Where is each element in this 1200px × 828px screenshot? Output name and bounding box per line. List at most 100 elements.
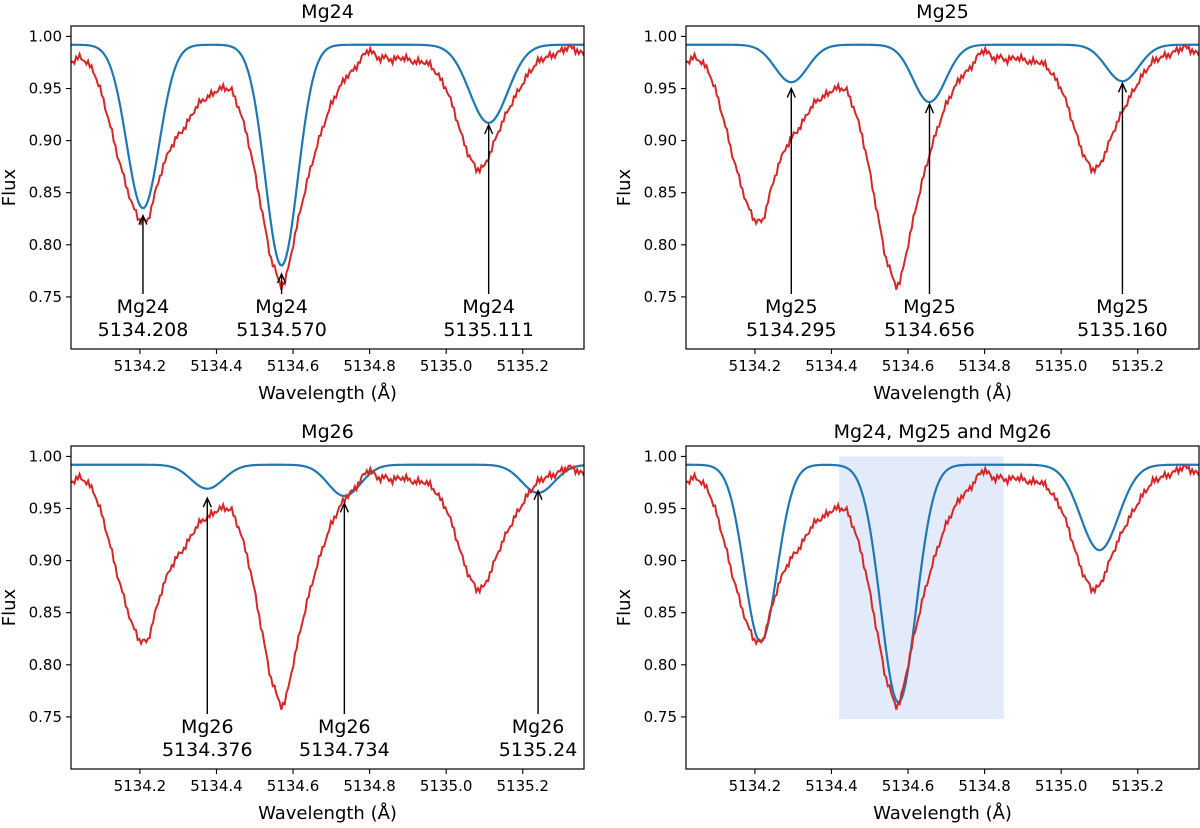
x-tick-label: 5134.4 xyxy=(805,777,858,795)
x-tick-label: 5135.2 xyxy=(1111,357,1164,375)
annotation-wavelength-label: 5135.160 xyxy=(1077,319,1168,341)
x-tick-label: 5134.6 xyxy=(267,357,320,375)
y-tick-label: 0.85 xyxy=(644,184,677,202)
annotation-isotope-label: Mg24 xyxy=(255,296,308,318)
model-spectrum-line xyxy=(71,463,584,498)
y-axis-label: Flux xyxy=(614,168,635,206)
annotation-isotope-label: Mg25 xyxy=(1096,296,1149,318)
x-axis-label: Wavelength (Å) xyxy=(258,802,397,824)
y-tick-label: 1.00 xyxy=(644,447,677,465)
x-tick-label: 5134.8 xyxy=(958,357,1011,375)
x-tick-label: 5134.6 xyxy=(267,777,320,795)
y-tick-label: 0.90 xyxy=(644,132,677,150)
y-tick-label: 0.90 xyxy=(29,552,62,570)
chart-title: Mg24, Mg25 and Mg26 xyxy=(834,421,1052,443)
y-tick-label: 0.95 xyxy=(644,500,677,518)
chart-title: Mg26 xyxy=(301,421,354,443)
axes-frame xyxy=(685,445,1200,770)
x-tick-label: 5135.0 xyxy=(420,357,473,375)
annotation-isotope-label: Mg24 xyxy=(117,296,170,318)
x-tick-label: 5134.2 xyxy=(114,357,167,375)
y-tick-label: 0.75 xyxy=(29,708,62,726)
annotation-wavelength-label: 5135.111 xyxy=(443,319,534,341)
annotation-arrowhead xyxy=(786,86,796,98)
x-tick-label: 5134.8 xyxy=(958,777,1011,795)
x-tick-label: 5134.8 xyxy=(343,777,396,795)
annotation-arrowhead xyxy=(1117,81,1128,93)
y-tick-label: 0.85 xyxy=(29,184,62,202)
y-tick-label: 0.85 xyxy=(29,604,62,622)
y-tick-label: 0.95 xyxy=(29,500,62,518)
observed-spectrum-line xyxy=(71,44,584,290)
annotation-arrowhead xyxy=(339,501,349,513)
observed-spectrum-line xyxy=(71,464,584,710)
chart-title: Mg25 xyxy=(916,1,969,23)
y-tick-label: 0.95 xyxy=(29,80,62,98)
annotation-isotope-label: Mg25 xyxy=(903,296,956,318)
y-tick-label: 1.00 xyxy=(29,27,62,45)
x-tick-label: 5134.4 xyxy=(190,777,243,795)
x-axis-label: Wavelength (Å) xyxy=(873,802,1012,824)
y-tick-label: 0.75 xyxy=(644,288,677,306)
y-tick-label: 0.75 xyxy=(29,288,62,306)
chart-panel-3: Mg265134.376Mg265134.734Mg265135.245134.… xyxy=(0,421,585,824)
annotation-wavelength-label: 5134.295 xyxy=(746,319,837,341)
model-spectrum-line xyxy=(686,43,1199,104)
y-tick-label: 0.80 xyxy=(644,656,677,674)
chart-panel-4: 5134.2 5134.4 5134.6 5134.8 5135.0 5135.2 0.75… xyxy=(614,421,1200,824)
annotation-arrowhead xyxy=(276,272,287,284)
annotation-arrowhead xyxy=(533,489,543,501)
x-tick-label: 5134.2 xyxy=(729,777,782,795)
x-tick-label: 5135.0 xyxy=(1035,777,1088,795)
annotation-isotope-label: Mg24 xyxy=(462,296,515,318)
annotation-wavelength-label: 5134.376 xyxy=(162,739,253,761)
annotation-arrowhead xyxy=(138,213,148,225)
y-tick-label: 0.80 xyxy=(29,656,62,674)
x-tick-label: 5135.2 xyxy=(496,357,549,375)
annotation-wavelength-label: 5135.24 xyxy=(499,739,578,761)
annotation-arrowhead xyxy=(202,496,212,508)
x-tick-label: 5134.4 xyxy=(190,357,243,375)
annotation-isotope-label: Mg26 xyxy=(318,716,371,738)
highlight-region xyxy=(839,456,1004,719)
y-tick-label: 0.90 xyxy=(644,552,677,570)
annotation-arrowhead xyxy=(484,123,494,135)
annotation-wavelength-label: 5134.570 xyxy=(236,319,327,341)
x-axis-label: Wavelength (Å) xyxy=(258,382,397,404)
y-tick-label: 0.95 xyxy=(644,80,677,98)
annotation-isotope-label: Mg26 xyxy=(181,716,234,738)
model-spectrum-line xyxy=(71,43,584,267)
chart-panel-2: Mg255134.295Mg255134.656Mg255135.1605134… xyxy=(614,1,1200,404)
y-tick-label: 0.90 xyxy=(29,132,62,150)
x-tick-label: 5134.2 xyxy=(114,777,167,795)
y-tick-label: 1.00 xyxy=(29,447,62,465)
axes-frame xyxy=(685,25,1200,350)
x-tick-label: 5135.2 xyxy=(1111,777,1164,795)
x-tick-label: 5135.0 xyxy=(1035,357,1088,375)
x-tick-label: 5134.6 xyxy=(882,357,935,375)
y-axis-label: Flux xyxy=(0,168,20,206)
x-tick-label: 5134.6 xyxy=(882,777,935,795)
y-axis-label: Flux xyxy=(614,588,635,626)
x-tick-label: 5134.8 xyxy=(343,357,396,375)
annotation-isotope-label: Mg26 xyxy=(512,716,565,738)
annotation-wavelength-label: 5134.656 xyxy=(884,319,975,341)
x-tick-label: 5134.2 xyxy=(729,357,782,375)
observed-spectrum-line xyxy=(686,464,1199,710)
annotation-isotope-label: Mg25 xyxy=(765,296,818,318)
annotation-wavelength-label: 5134.734 xyxy=(299,739,390,761)
axes-frame xyxy=(70,445,585,770)
chart-title: Mg24 xyxy=(301,1,354,23)
y-tick-label: 0.80 xyxy=(644,236,677,254)
annotation-arrowhead xyxy=(924,102,935,114)
y-tick-label: 0.75 xyxy=(644,708,677,726)
y-axis-label: Flux xyxy=(0,588,20,626)
axes-frame xyxy=(70,25,585,350)
x-tick-label: 5135.0 xyxy=(420,777,473,795)
y-tick-label: 0.80 xyxy=(29,236,62,254)
x-tick-label: 5134.4 xyxy=(805,357,858,375)
y-tick-label: 1.00 xyxy=(644,27,677,45)
chart-panel-1: Mg245134.208Mg245134.570Mg245135.1115134… xyxy=(0,1,585,404)
x-axis-label: Wavelength (Å) xyxy=(873,382,1012,404)
